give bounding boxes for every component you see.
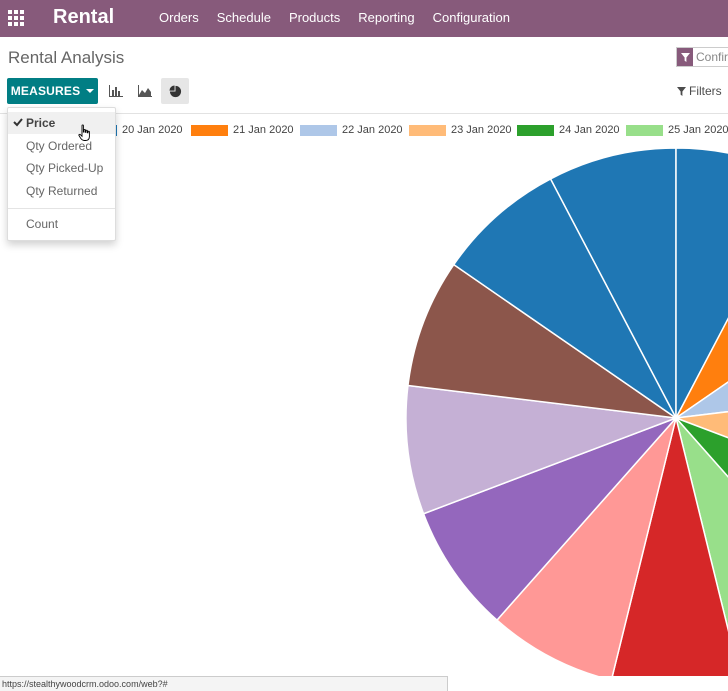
line-chart-view-button[interactable]: [131, 78, 159, 104]
measure-qty-returned[interactable]: Qty Returned: [8, 180, 115, 202]
legend-label: 25 Jan 2020: [668, 124, 728, 136]
menu-products[interactable]: Products: [288, 10, 341, 25]
measure-label: Qty Ordered: [26, 139, 93, 153]
menu-orders[interactable]: Orders: [159, 10, 199, 25]
pie-slice-19-jan-2020[interactable]: [549, 147, 677, 419]
measure-label: Qty Picked-Up: [26, 161, 104, 175]
pie-slice-20-jan-2020[interactable]: [675, 147, 728, 419]
legend-swatch: [191, 124, 228, 136]
dropdown-divider: [8, 208, 115, 209]
measure-qty-picked-up[interactable]: Qty Picked-Up: [8, 157, 115, 179]
pie-slice-23-jan-2020[interactable]: [675, 385, 728, 513]
legend-item[interactable]: 23 Jan 2020: [409, 124, 512, 136]
legend-label: 23 Jan 2020: [451, 124, 512, 136]
pie-chart-icon: [168, 84, 181, 97]
menu-schedule[interactable]: Schedule: [216, 10, 271, 25]
measure-count[interactable]: Count: [8, 213, 115, 235]
apps-grid-icon[interactable]: [8, 10, 24, 26]
measure-label: Count: [26, 217, 59, 231]
legend-item[interactable]: 21 Jan 2020: [191, 124, 294, 136]
pie-slice-22-jan-2020[interactable]: [675, 265, 728, 419]
pie-slice-26-jan-2020[interactable]: [611, 417, 728, 676]
measures-label: MEASURES: [10, 84, 81, 98]
legend-swatch: [626, 124, 663, 136]
bar-chart-view-button[interactable]: [102, 78, 130, 104]
filter-icon: [677, 86, 686, 96]
pie-slice-28-jan-2020[interactable]: [422, 417, 677, 622]
measure-qty-ordered[interactable]: Qty Ordered: [8, 135, 115, 157]
pie-chart: [405, 147, 728, 676]
browser-status-bar: https://stealthywoodcrm.odoo.com/web?#: [0, 676, 448, 691]
legend-label: 22 Jan 2020: [342, 124, 403, 136]
legend-item[interactable]: 24 Jan 2020: [517, 124, 620, 136]
pie-slice-31-jan-2020[interactable]: [452, 177, 677, 419]
app-brand[interactable]: Rental: [53, 6, 115, 28]
legend-swatch: [409, 124, 446, 136]
check-icon: [13, 118, 23, 127]
legend-label: 24 Jan 2020: [559, 124, 620, 136]
page-title: Rental Analysis: [8, 48, 125, 67]
menu-reporting[interactable]: Reporting: [358, 10, 415, 25]
measure-label: Price: [26, 116, 56, 130]
search-facet-label: Confir: [696, 50, 728, 64]
control-panel-divider: [0, 113, 728, 114]
filters-toggle[interactable]: Filters: [677, 84, 722, 98]
measures-dropdown: Price Qty Ordered Qty Picked-Up Qty Retu…: [7, 107, 116, 241]
legend-label: 21 Jan 2020: [233, 124, 294, 136]
filter-facet-icon: [677, 48, 693, 66]
line-chart-icon: [138, 85, 152, 97]
legend-item[interactable]: 25 Jan 2020: [626, 124, 728, 136]
legend-swatch: [300, 124, 337, 136]
caret-down-icon: [86, 89, 95, 93]
legend-swatch: [517, 124, 554, 136]
legend-label: 20 Jan 2020: [122, 124, 183, 136]
pie-slice-29-jan-2020[interactable]: [405, 384, 677, 515]
top-navbar: Rental Orders Schedule Products Reportin…: [0, 0, 728, 37]
measures-button[interactable]: MEASURES: [7, 78, 98, 104]
pie-slice-27-jan-2020[interactable]: [495, 417, 677, 676]
measure-label: Qty Returned: [26, 184, 98, 198]
search-input[interactable]: Confir: [676, 47, 728, 67]
measure-price[interactable]: Price: [8, 112, 115, 134]
main-menu: Orders Schedule Products Reporting Confi…: [150, 10, 519, 25]
menu-configuration[interactable]: Configuration: [432, 10, 510, 25]
filters-label: Filters: [689, 84, 722, 98]
legend-item[interactable]: 22 Jan 2020: [300, 124, 403, 136]
bar-chart-icon: [109, 85, 123, 97]
pie-slice-30-jan-2020[interactable]: [407, 263, 677, 419]
hand-cursor-icon: [78, 124, 90, 141]
pie-chart-view-button[interactable]: [161, 78, 189, 104]
pie-slice-21-jan-2020[interactable]: [675, 179, 728, 419]
